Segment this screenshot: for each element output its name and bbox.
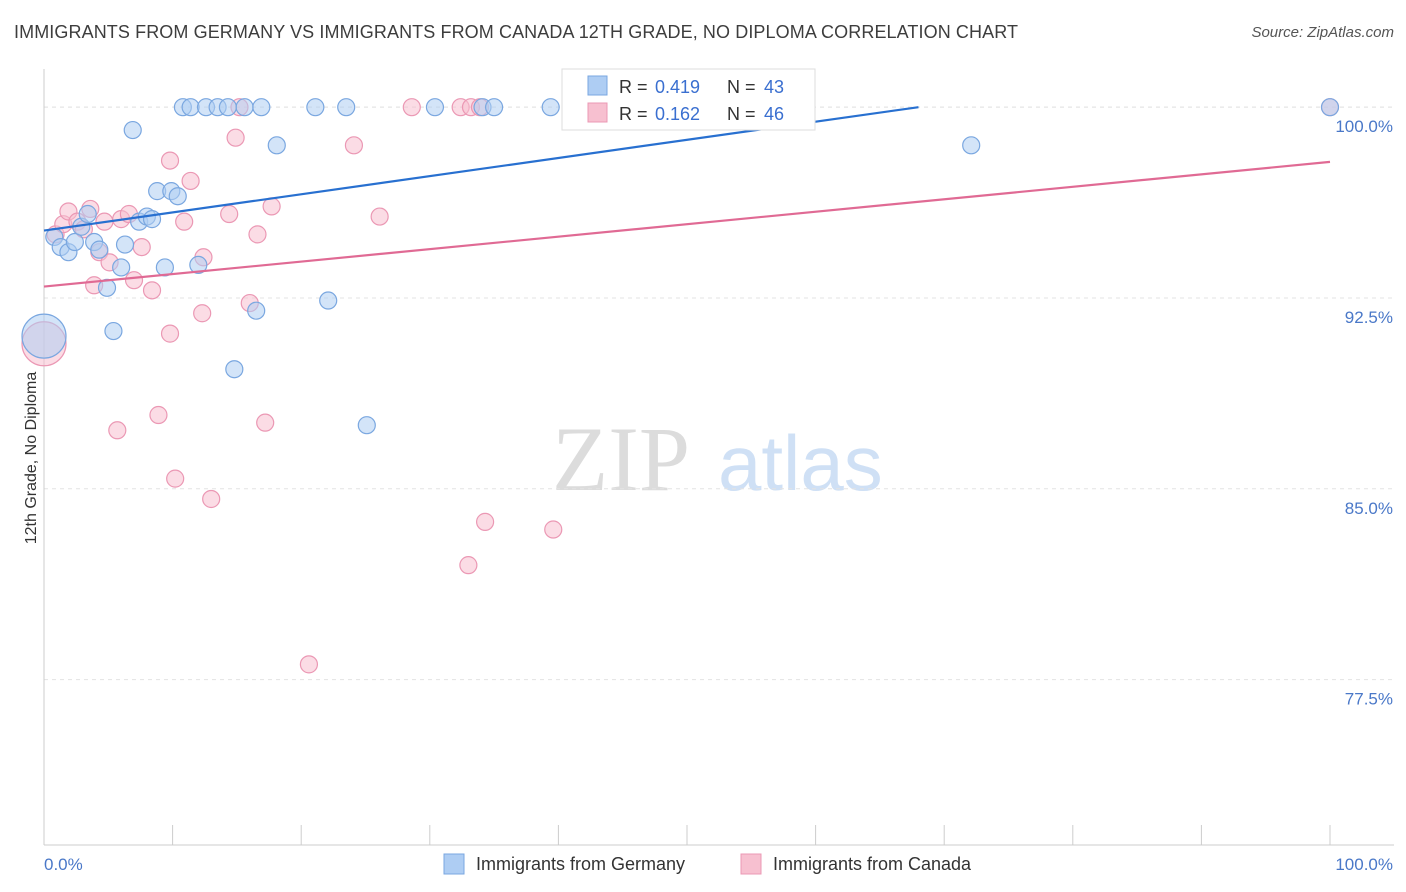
legend-canada-swatch[interactable] bbox=[740, 853, 762, 875]
stats-germany-n-label: N = bbox=[727, 77, 761, 97]
canada-point-27 bbox=[226, 128, 245, 147]
y-axis-title: 12th Grade, No Diploma bbox=[23, 372, 40, 545]
y-tick-label-2: 92.5% bbox=[1345, 308, 1393, 327]
canada-point-23 bbox=[193, 304, 212, 323]
germany-point-11 bbox=[112, 258, 131, 277]
germany-point-28 bbox=[235, 98, 254, 117]
canada-point-19 bbox=[160, 324, 180, 343]
germany-point-41 bbox=[962, 136, 981, 155]
germany-point-39 bbox=[541, 98, 560, 117]
germany-point-4 bbox=[65, 232, 84, 252]
germany-point-34 bbox=[337, 98, 356, 117]
germany-point-8 bbox=[90, 240, 109, 259]
canada-point-21 bbox=[175, 212, 194, 231]
germany-point-12 bbox=[115, 235, 135, 254]
canada-point-14 bbox=[124, 271, 144, 290]
canada-point-30 bbox=[248, 225, 267, 244]
germany-point-23 bbox=[189, 255, 208, 275]
legend-germany-label[interactable]: Immigrants from Germany bbox=[476, 854, 685, 874]
data-points bbox=[21, 98, 1340, 674]
germany-point-9 bbox=[97, 278, 117, 297]
germany-point-13 bbox=[123, 120, 142, 140]
stats-box: R = 0.419 N = 43 R = 0.162 N = 46 bbox=[561, 68, 816, 131]
germany-point-18 bbox=[155, 258, 174, 277]
canada-point-17 bbox=[149, 405, 168, 425]
canada-point-31 bbox=[256, 413, 275, 432]
germany-point-20 bbox=[168, 187, 187, 206]
stats-germany-r-value: 0.419 bbox=[655, 77, 700, 97]
germany-point-16 bbox=[142, 210, 162, 229]
legend-canada-label[interactable]: Immigrants from Canada bbox=[773, 854, 972, 874]
germany-point-27 bbox=[225, 360, 244, 379]
germany-point-36 bbox=[425, 98, 445, 117]
canada-point-25 bbox=[202, 489, 221, 509]
germany-point-29 bbox=[247, 301, 266, 320]
stats-canada-swatch bbox=[587, 102, 608, 123]
stats-germany-r-label: R = bbox=[619, 77, 653, 97]
stats-canada-n-label: N = bbox=[727, 104, 761, 124]
canada-point-35 bbox=[370, 207, 389, 226]
canada-point-22 bbox=[181, 171, 200, 191]
y-tick-label-1: 85.0% bbox=[1345, 499, 1393, 518]
canada-point-15 bbox=[132, 237, 151, 257]
tick-labels: 77.5% 85.0% 92.5% 100.0% 0.0% 100.0% bbox=[44, 117, 1393, 874]
canada-point-32 bbox=[262, 197, 281, 216]
stats-canada-r-value: 0.162 bbox=[655, 104, 700, 124]
y-tick-label-0: 77.5% bbox=[1345, 690, 1393, 709]
canada-point-18 bbox=[160, 151, 180, 170]
stats-germany-swatch bbox=[587, 75, 608, 96]
canada-point-33 bbox=[299, 655, 319, 674]
germany-point-30 bbox=[252, 98, 271, 117]
germany-point-32 bbox=[306, 98, 325, 117]
germany-point-42 bbox=[1320, 98, 1340, 117]
legend-germany-swatch[interactable] bbox=[443, 853, 465, 875]
stats-germany-n-value: 43 bbox=[764, 77, 784, 97]
germany-point-35 bbox=[357, 416, 376, 435]
axes bbox=[43, 69, 1394, 846]
germany-point-22 bbox=[181, 98, 200, 117]
canada-point-11 bbox=[108, 421, 127, 440]
y-tick-label-3: 100.0% bbox=[1335, 117, 1393, 136]
chart-source: Source: ZipAtlas.com bbox=[1251, 24, 1394, 41]
canada-point-36 bbox=[402, 98, 421, 117]
canada-point-20 bbox=[166, 469, 185, 488]
canada-point-16 bbox=[142, 281, 162, 300]
germany-point-10 bbox=[104, 321, 123, 341]
legend: Immigrants from Germany Immigrants from … bbox=[443, 853, 972, 875]
canada-point-41 bbox=[475, 512, 495, 531]
germany-point-26 bbox=[218, 98, 237, 117]
canada-trend-line bbox=[43, 160, 1331, 288]
germany-point-31 bbox=[267, 136, 286, 155]
stats-canada-n-value: 46 bbox=[764, 104, 784, 124]
germany-point-33 bbox=[319, 291, 338, 310]
watermark-zip: ZIP bbox=[552, 408, 690, 510]
x-tick-label-0: 0.0% bbox=[44, 855, 83, 874]
chart-title: IMMIGRANTS FROM GERMANY VS IMMIGRANTS FR… bbox=[14, 22, 1019, 42]
germany-point-0 bbox=[21, 313, 67, 359]
canada-point-26 bbox=[220, 204, 239, 224]
canada-point-42 bbox=[544, 520, 563, 539]
germany-point-38 bbox=[485, 98, 504, 117]
canada-point-34 bbox=[344, 136, 364, 155]
watermark-atlas: atlas bbox=[718, 419, 883, 507]
canada-point-39 bbox=[459, 556, 478, 575]
stats-canada-r-label: R = bbox=[619, 104, 653, 124]
grid-lines bbox=[44, 106, 1394, 681]
x-tick-label-1: 100.0% bbox=[1335, 855, 1393, 874]
germany-point-6 bbox=[78, 204, 97, 224]
